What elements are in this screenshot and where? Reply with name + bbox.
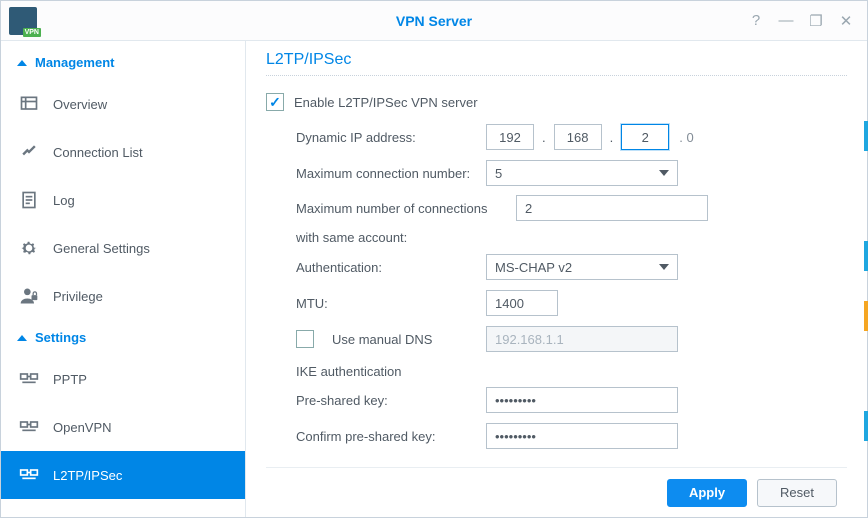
auth-row: Authentication: MS-CHAP v2: [266, 250, 847, 284]
overview-icon: [19, 94, 39, 114]
max-same-label-2: with same account:: [266, 230, 486, 245]
sidebar-item-log[interactable]: Log: [1, 176, 245, 224]
ip-dot: .: [540, 130, 548, 145]
ike-header: IKE authentication: [266, 358, 847, 383]
sidebar-item-label: Privilege: [53, 289, 103, 304]
ip-dot: .: [608, 130, 616, 145]
ip-octet-2[interactable]: [554, 124, 602, 150]
ip-octet-3[interactable]: [621, 124, 669, 150]
sidebar-item-connection-list[interactable]: Connection List: [1, 128, 245, 176]
sidebar-item-label: Connection List: [53, 145, 143, 160]
reset-button[interactable]: Reset: [757, 479, 837, 507]
max-same-row-1: Maximum number of connections: [266, 192, 847, 224]
chevron-down-icon: [659, 264, 669, 270]
settings-form: ✓ Enable L2TP/IPSec VPN server Dynamic I…: [266, 86, 847, 467]
manual-dns-row: ✓ Use manual DNS: [266, 322, 847, 356]
max-conn-select[interactable]: 5: [486, 160, 678, 186]
psk-input[interactable]: [486, 387, 678, 413]
window-body: Management Overview Connection List Log: [1, 41, 867, 517]
sidebar-item-general-settings[interactable]: General Settings: [1, 224, 245, 272]
privilege-icon: [19, 286, 39, 306]
max-same-label-1: Maximum number of connections: [266, 201, 516, 216]
ip-fields: . . . 0: [486, 124, 694, 150]
chevron-up-icon: [17, 335, 27, 341]
ip-suffix: . 0: [675, 130, 693, 145]
psk-confirm-input[interactable]: [486, 423, 678, 449]
content-panel: L2TP/IPSec ✓ Enable L2TP/IPSec VPN serve…: [246, 41, 867, 517]
connection-icon: [19, 142, 39, 162]
psk-label: Pre-shared key:: [266, 393, 486, 408]
titlebar: VPN Server ? — ❐ ✕: [1, 1, 867, 41]
section-label: Management: [35, 55, 114, 70]
chevron-down-icon: [659, 170, 669, 176]
max-conn-label: Maximum connection number:: [266, 166, 486, 181]
pptp-icon: [19, 369, 39, 389]
section-management[interactable]: Management: [1, 45, 245, 80]
sidebar-item-label: Log: [53, 193, 75, 208]
ip-octet-1[interactable]: [486, 124, 534, 150]
window-controls: ? — ❐ ✕: [747, 12, 867, 30]
sidebar-item-label: General Settings: [53, 241, 150, 256]
auth-select[interactable]: MS-CHAP v2: [486, 254, 678, 280]
help-icon[interactable]: ?: [747, 12, 765, 30]
dynamic-ip-row: Dynamic IP address: . . . 0: [266, 120, 847, 154]
mtu-row: MTU:: [266, 286, 847, 320]
manual-dns-input: [486, 326, 678, 352]
edge-accent: [864, 411, 868, 441]
psk-confirm-label: Confirm pre-shared key:: [266, 429, 486, 444]
openvpn-icon: [19, 417, 39, 437]
enable-checkbox[interactable]: ✓: [266, 93, 284, 111]
manual-dns-checkbox[interactable]: ✓: [296, 330, 314, 348]
vpn-server-window: VPN Server ? — ❐ ✕ Management Overview: [0, 0, 868, 518]
max-same-input[interactable]: [516, 195, 708, 221]
close-icon[interactable]: ✕: [837, 12, 855, 30]
psk-confirm-row: Confirm pre-shared key:: [266, 419, 847, 453]
edge-accent: [864, 121, 868, 151]
psk-row: Pre-shared key:: [266, 383, 847, 417]
manual-dns-label: Use manual DNS: [332, 332, 432, 347]
dynamic-ip-label: Dynamic IP address:: [266, 130, 486, 145]
sidebar-item-label: PPTP: [53, 372, 87, 387]
sidebar-item-privilege[interactable]: Privilege: [1, 272, 245, 320]
chevron-up-icon: [17, 60, 27, 66]
window-title: VPN Server: [396, 13, 472, 29]
auth-label: Authentication:: [266, 260, 486, 275]
section-label: Settings: [35, 330, 86, 345]
sidebar-item-label: L2TP/IPSec: [53, 468, 122, 483]
minimize-icon[interactable]: —: [777, 12, 795, 30]
sidebar-item-label: Overview: [53, 97, 107, 112]
sidebar-item-pptp[interactable]: PPTP: [1, 355, 245, 403]
edge-accent: [864, 241, 868, 271]
sidebar-item-openvpn[interactable]: OpenVPN: [1, 403, 245, 451]
app-icon: [9, 7, 37, 35]
max-same-row-2: with same account:: [266, 226, 847, 248]
mtu-input[interactable]: [486, 290, 558, 316]
sidebar-item-label: OpenVPN: [53, 420, 112, 435]
maximize-icon[interactable]: ❐: [807, 12, 825, 30]
panel-title: L2TP/IPSec: [266, 51, 847, 76]
auth-value: MS-CHAP v2: [495, 260, 572, 275]
enable-label: Enable L2TP/IPSec VPN server: [294, 95, 478, 110]
mtu-label: MTU:: [266, 296, 486, 311]
sidebar-item-l2tp[interactable]: L2TP/IPSec: [1, 451, 245, 499]
apply-button[interactable]: Apply: [667, 479, 747, 507]
gear-icon: [19, 238, 39, 258]
sidebar: Management Overview Connection List Log: [1, 41, 246, 517]
max-conn-value: 5: [495, 166, 502, 181]
l2tp-icon: [19, 465, 39, 485]
enable-row: ✓ Enable L2TP/IPSec VPN server: [266, 86, 847, 118]
edge-accent: [864, 301, 868, 331]
section-settings[interactable]: Settings: [1, 320, 245, 355]
footer: Apply Reset: [266, 467, 847, 517]
sidebar-item-overview[interactable]: Overview: [1, 80, 245, 128]
log-icon: [19, 190, 39, 210]
max-conn-row: Maximum connection number: 5: [266, 156, 847, 190]
